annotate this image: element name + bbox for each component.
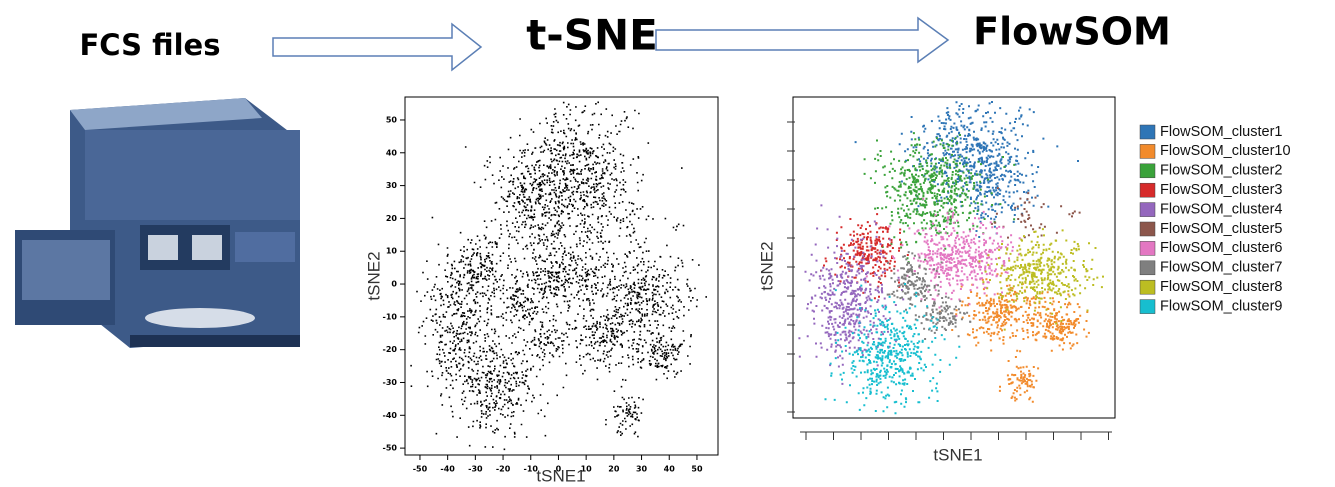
y-tick-label: 0 — [391, 280, 397, 289]
legend-swatch — [1140, 164, 1155, 178]
cluster-points — [820, 213, 909, 299]
legend-label: FlowSOM_cluster9 — [1160, 298, 1282, 314]
x-tick-label: -30 — [468, 465, 483, 474]
legend-label: FlowSOM_cluster4 — [1160, 201, 1282, 217]
y-tick-label: 50 — [386, 115, 398, 124]
figure: FCS files t-SNE FlowSOM tSNE1 tSNE2 tSNE… — [0, 0, 1335, 487]
x-tick-label: -50 — [413, 465, 428, 474]
y-axis-label: tSNE2 — [364, 251, 383, 300]
y-tick-label: -40 — [383, 411, 398, 420]
legend-label: FlowSOM_cluster1 — [1160, 124, 1282, 140]
legend-label: FlowSOM_cluster2 — [1160, 163, 1282, 179]
x-tick-label: 10 — [581, 465, 593, 474]
cluster-points — [825, 283, 961, 414]
legend-swatch — [1140, 222, 1155, 236]
arrow — [656, 18, 948, 62]
legend-label: FlowSOM_cluster10 — [1160, 143, 1291, 159]
y-tick-label: -50 — [383, 444, 398, 453]
x-tick-label: -10 — [524, 465, 539, 474]
x-tick-label: -40 — [440, 465, 455, 474]
x-tick-label: -20 — [496, 465, 511, 474]
x-tick-label: 40 — [664, 465, 676, 474]
legend-swatch — [1140, 280, 1155, 294]
y-tick-label: -30 — [383, 378, 398, 387]
cluster-points — [939, 272, 1090, 402]
step-label: t-SNE — [526, 11, 658, 60]
plot-frame — [405, 97, 718, 455]
legend-label: FlowSOM_cluster8 — [1160, 279, 1282, 295]
legend-swatch — [1140, 125, 1155, 139]
x-tick-label: 30 — [636, 465, 648, 474]
legend-swatch — [1140, 300, 1155, 314]
legend-swatch — [1140, 261, 1155, 275]
legend-swatch — [1140, 144, 1155, 158]
tsne-points — [410, 102, 707, 451]
legend-label: FlowSOM_cluster3 — [1160, 182, 1282, 198]
instrument-image — [15, 98, 300, 348]
legend-swatch — [1140, 203, 1155, 217]
legend-label: FlowSOM_cluster6 — [1160, 240, 1282, 256]
y-tick-label: 30 — [386, 181, 398, 190]
legend-label: FlowSOM_cluster7 — [1160, 260, 1282, 276]
y-tick-label: -20 — [383, 345, 398, 354]
step-label: FlowSOM — [973, 10, 1171, 54]
x-axis-label: tSNE1 — [933, 445, 982, 464]
y-axis-label: tSNE2 — [757, 241, 776, 290]
y-tick-label: 40 — [386, 148, 398, 157]
arrow — [273, 24, 481, 70]
legend-swatch — [1140, 241, 1155, 255]
y-tick-label: 10 — [386, 247, 398, 256]
x-tick-label: 0 — [556, 465, 562, 474]
cluster-points — [855, 101, 1079, 238]
y-tick-label: 20 — [386, 214, 398, 223]
y-tick-label: -10 — [383, 312, 398, 321]
x-tick-label: 20 — [608, 465, 620, 474]
x-tick-label: 50 — [691, 465, 703, 474]
step-label: FCS files — [80, 28, 221, 62]
legend-swatch — [1140, 183, 1155, 197]
legend-label: FlowSOM_cluster5 — [1160, 221, 1282, 237]
